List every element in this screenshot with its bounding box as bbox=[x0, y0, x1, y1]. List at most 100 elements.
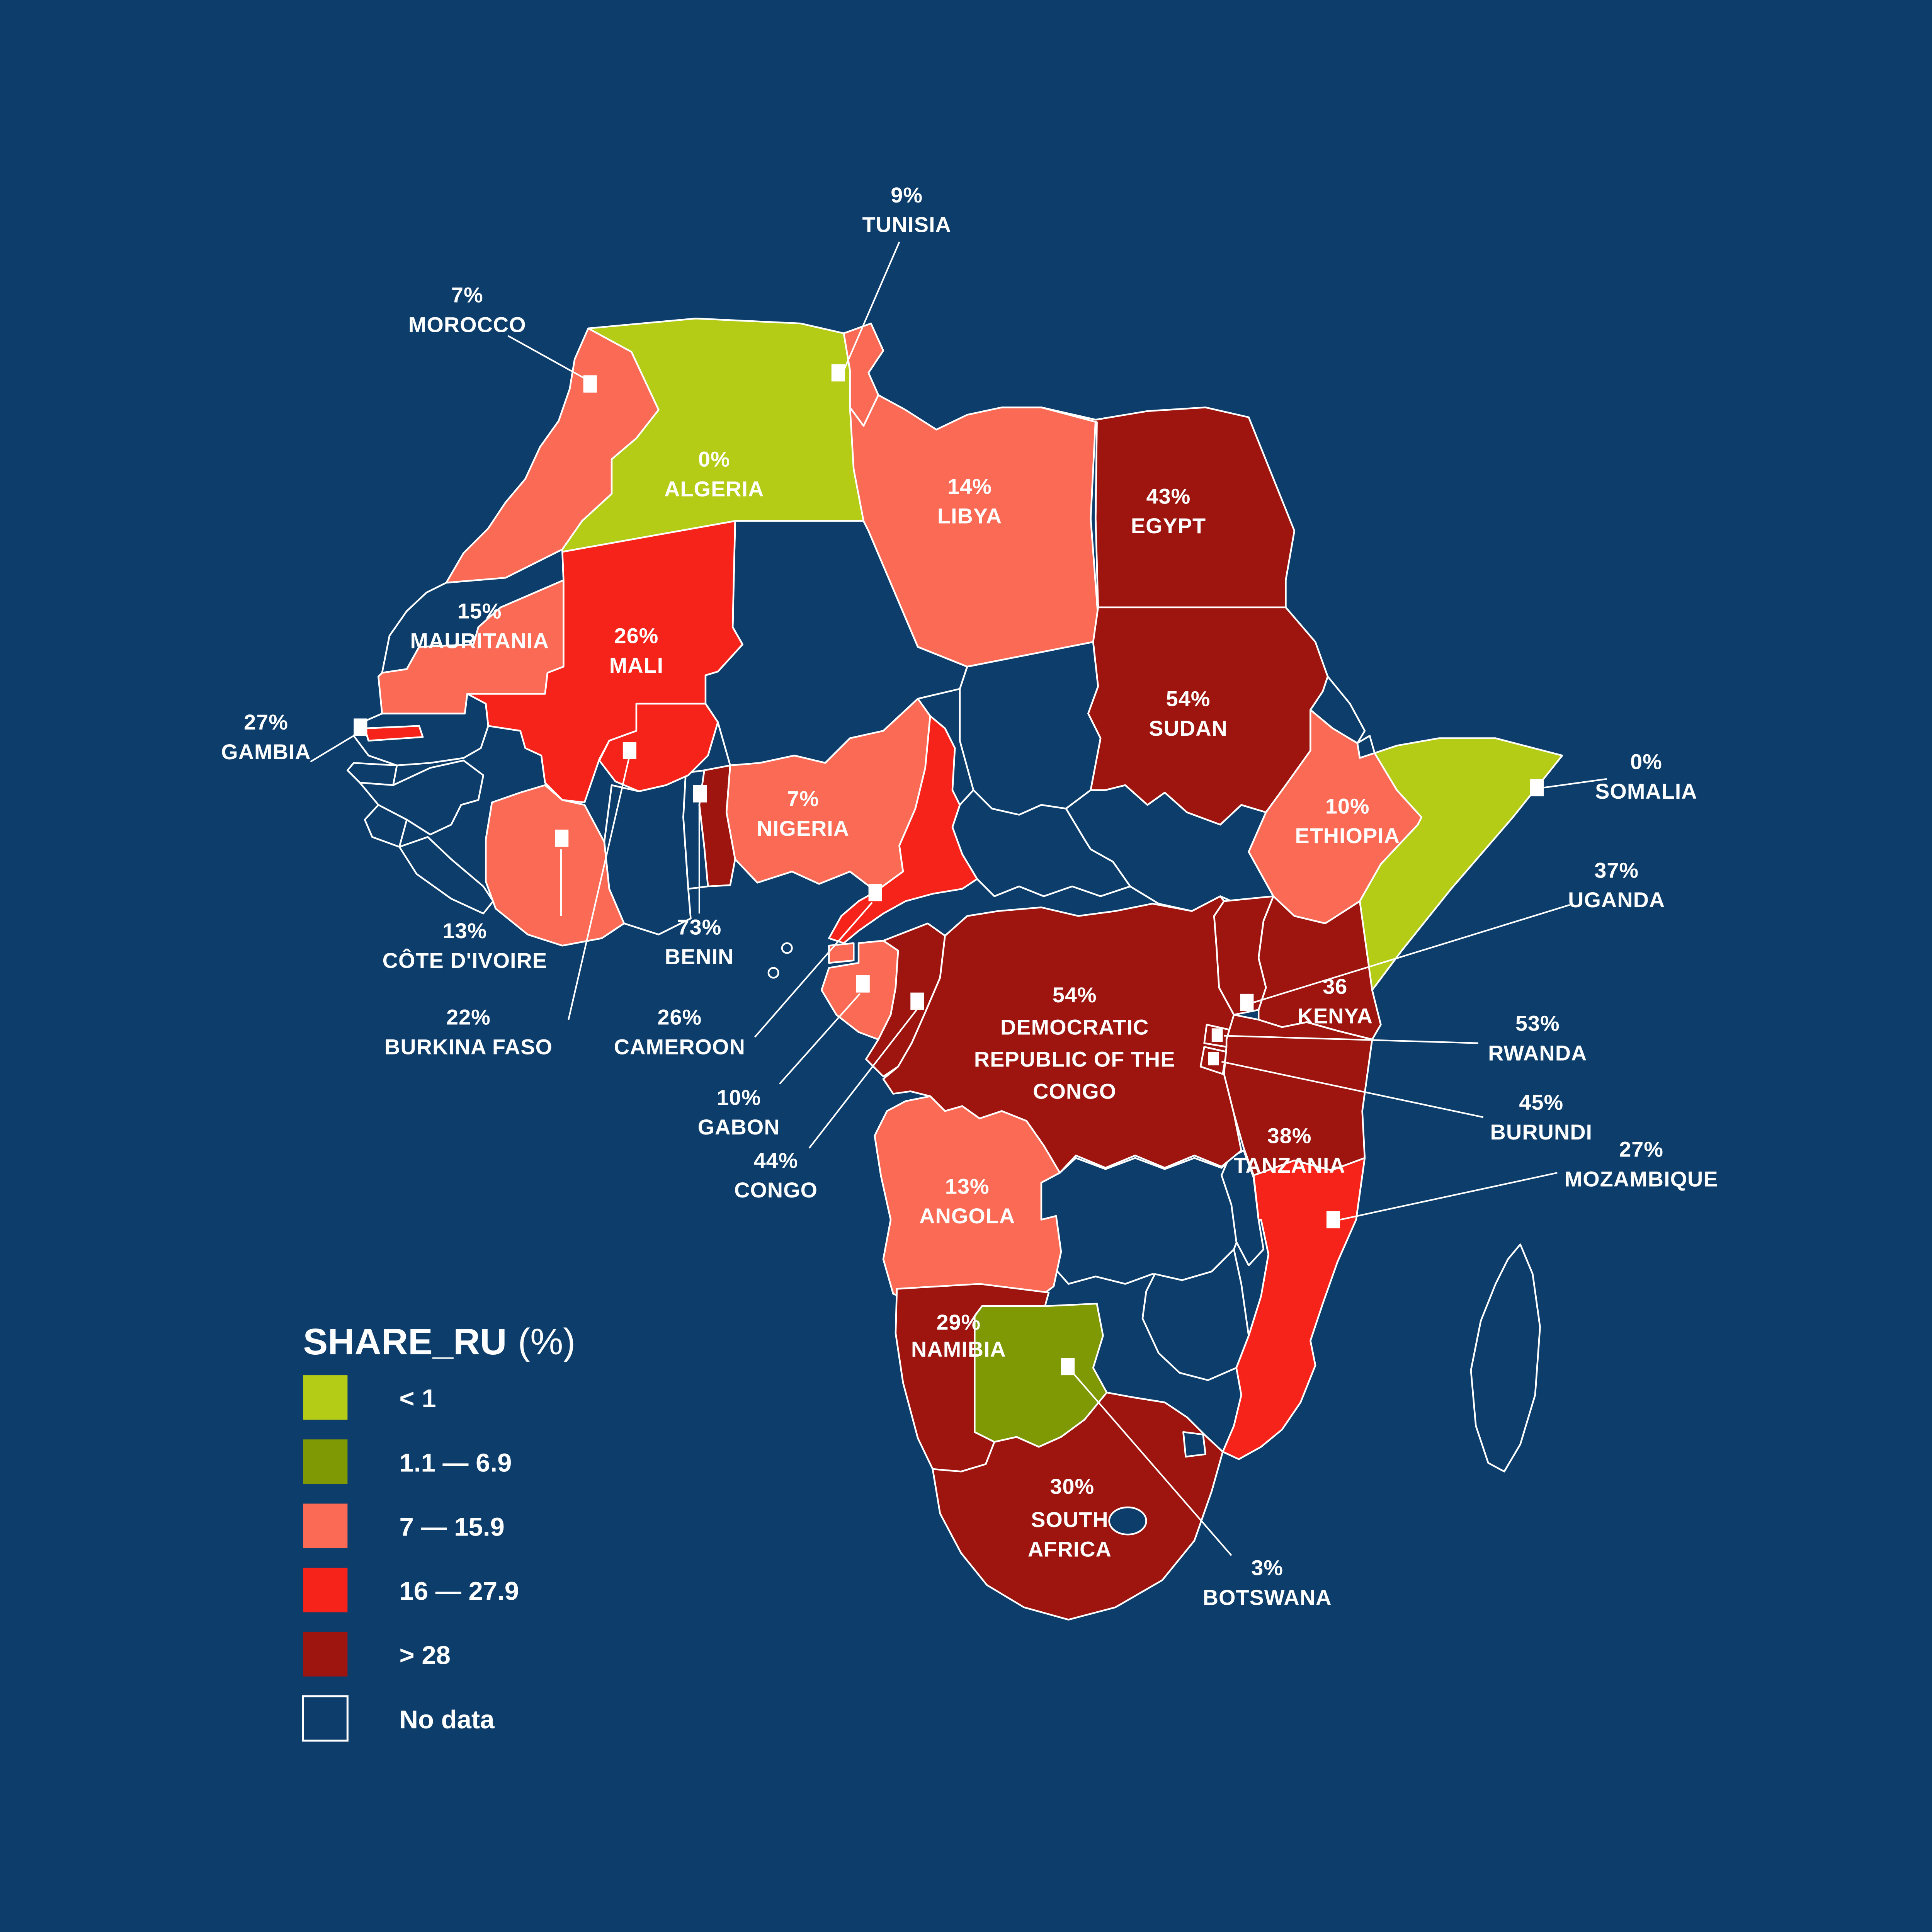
legend-swatch-1-7 bbox=[303, 1439, 348, 1484]
label-mozambique-name: MOZAMBIQUE bbox=[1565, 1167, 1718, 1191]
label-uganda-name: UGANDA bbox=[1568, 888, 1665, 912]
marker-mozambique bbox=[1326, 1211, 1340, 1228]
legend-title-main: SHARE_RU bbox=[303, 1321, 507, 1362]
label-drc-line2: REPUBLIC OF THE bbox=[974, 1047, 1175, 1071]
label-congo-name: CONGO bbox=[734, 1178, 818, 1202]
country-madagascar bbox=[1470, 1243, 1541, 1473]
legend-title: SHARE_RU (%) bbox=[303, 1321, 575, 1362]
label-cote-divoire-value: 13% bbox=[442, 918, 487, 943]
leader-mozambique bbox=[1340, 1172, 1558, 1221]
country-shapes bbox=[347, 318, 1563, 1621]
label-gambia-name: GAMBIA bbox=[221, 740, 311, 764]
legend-label-7-16: 7 — 15.9 bbox=[400, 1512, 505, 1541]
label-benin-value: 73% bbox=[677, 915, 722, 939]
leader-congo bbox=[808, 1009, 917, 1149]
label-benin-name: BENIN bbox=[665, 944, 734, 969]
label-cameroon-name: CAMEROON bbox=[614, 1034, 745, 1059]
label-mozambique-value: 27% bbox=[1619, 1137, 1663, 1162]
label-south-africa-line1: SOUTH bbox=[1031, 1507, 1108, 1532]
leader-burundi bbox=[1221, 1061, 1484, 1118]
leader-rwanda bbox=[1224, 1035, 1478, 1044]
label-rwanda-name: RWANDA bbox=[1488, 1041, 1587, 1065]
label-namibia-name: NAMIBIA bbox=[911, 1337, 1006, 1361]
island-principe bbox=[781, 942, 793, 954]
label-ethiopia-value: 10% bbox=[1325, 794, 1370, 818]
country-cote-divoire bbox=[485, 784, 625, 947]
leader-botswana bbox=[1068, 1367, 1232, 1556]
label-morocco-name: MOROCCO bbox=[408, 312, 526, 337]
label-algeria-name: ALGERIA bbox=[664, 476, 764, 501]
country-drc bbox=[882, 895, 1242, 1174]
label-tanzania-value: 38% bbox=[1267, 1123, 1312, 1148]
country-angola bbox=[874, 1095, 1062, 1310]
label-namibia-value: 29% bbox=[936, 1310, 981, 1334]
legend: SHARE_RU (%) < 1 1.1 — 6.9 7 — 15.9 16 — … bbox=[302, 1321, 575, 1742]
country-mozambique bbox=[1222, 1157, 1366, 1460]
country-gambia bbox=[364, 725, 424, 742]
label-botswana-value: 3% bbox=[1251, 1556, 1283, 1580]
label-angola-name: ANGOLA bbox=[919, 1204, 1015, 1228]
legend-title-suffix: (%) bbox=[518, 1321, 575, 1362]
marker-burundi bbox=[1208, 1052, 1219, 1066]
label-drc-line1: DEMOCRATIC bbox=[1000, 1015, 1149, 1039]
marker-cote-divoire bbox=[555, 829, 569, 847]
legend-swatch-7-16 bbox=[303, 1503, 348, 1548]
label-drc-line3: CONGO bbox=[1033, 1079, 1116, 1103]
legend-swatch-no-data bbox=[302, 1695, 349, 1742]
label-kenya-value: 36 bbox=[1323, 974, 1347, 998]
label-sudan-name: SUDAN bbox=[1149, 716, 1228, 740]
label-libya-name: LIBYA bbox=[937, 504, 1002, 528]
label-somalia-value: 0% bbox=[1630, 749, 1662, 774]
label-mauritania-value: 15% bbox=[457, 599, 502, 623]
legend-label-lt1: < 1 bbox=[400, 1384, 436, 1413]
label-burundi-value: 45% bbox=[1519, 1090, 1563, 1114]
legend-swatch-lt1 bbox=[303, 1375, 348, 1420]
marker-gambia bbox=[354, 718, 367, 736]
label-tunisia-name: TUNISIA bbox=[862, 213, 951, 237]
marker-gabon bbox=[856, 975, 870, 993]
leader-lines bbox=[310, 242, 1607, 1556]
label-burkina-faso-value: 22% bbox=[446, 1005, 491, 1029]
marker-congo bbox=[910, 992, 924, 1010]
label-south-africa-value: 30% bbox=[1050, 1474, 1094, 1498]
country-eswatini bbox=[1182, 1431, 1207, 1458]
legend-swatch-gt28 bbox=[303, 1632, 348, 1677]
country-markers bbox=[354, 364, 1544, 1376]
label-algeria-value: 0% bbox=[698, 447, 730, 471]
leader-burkina-faso bbox=[568, 758, 630, 1020]
label-gambia-value: 27% bbox=[244, 710, 288, 734]
label-egypt-name: EGYPT bbox=[1131, 514, 1206, 538]
legend-label-1-7: 1.1 — 6.9 bbox=[400, 1448, 512, 1477]
label-ethiopia-name: ETHIOPIA bbox=[1295, 823, 1400, 848]
marker-morocco bbox=[583, 375, 597, 393]
marker-botswana bbox=[1061, 1358, 1075, 1376]
marker-cameroon bbox=[868, 884, 882, 901]
marker-somalia bbox=[1530, 779, 1544, 796]
label-gabon-value: 10% bbox=[717, 1085, 761, 1109]
country-labels: 7% MOROCCO 9% TUNISIA 0% ALGERIA 14% LIB… bbox=[221, 183, 1718, 1609]
leader-tunisia bbox=[843, 242, 900, 371]
country-libya bbox=[849, 394, 1099, 668]
label-drc-value: 54% bbox=[1053, 983, 1097, 1007]
leader-cameroon bbox=[754, 902, 873, 1038]
island-sao-tome bbox=[767, 967, 779, 979]
label-sudan-value: 54% bbox=[1166, 686, 1211, 711]
label-rwanda-value: 53% bbox=[1515, 1011, 1560, 1036]
legend-swatch-16-28 bbox=[303, 1568, 348, 1612]
label-botswana-name: BOTSWANA bbox=[1203, 1585, 1332, 1609]
leader-somalia bbox=[1543, 778, 1607, 789]
label-congo-value: 44% bbox=[754, 1148, 798, 1172]
label-kenya-name: KENYA bbox=[1298, 1004, 1373, 1028]
label-burundi-name: BURUNDI bbox=[1490, 1120, 1592, 1144]
label-nigeria-value: 7% bbox=[787, 786, 819, 811]
label-gabon-name: GABON bbox=[698, 1115, 780, 1139]
legend-label-16-28: 16 — 27.9 bbox=[400, 1577, 519, 1606]
leader-morocco bbox=[507, 335, 586, 380]
label-tanzania-name: TANZANIA bbox=[1233, 1153, 1345, 1177]
country-south-africa bbox=[932, 1391, 1224, 1621]
label-mali-value: 26% bbox=[614, 624, 659, 648]
label-burkina-faso-name: BURKINA FASO bbox=[384, 1034, 553, 1059]
label-libya-value: 14% bbox=[947, 474, 992, 498]
country-cameroon bbox=[828, 715, 978, 944]
